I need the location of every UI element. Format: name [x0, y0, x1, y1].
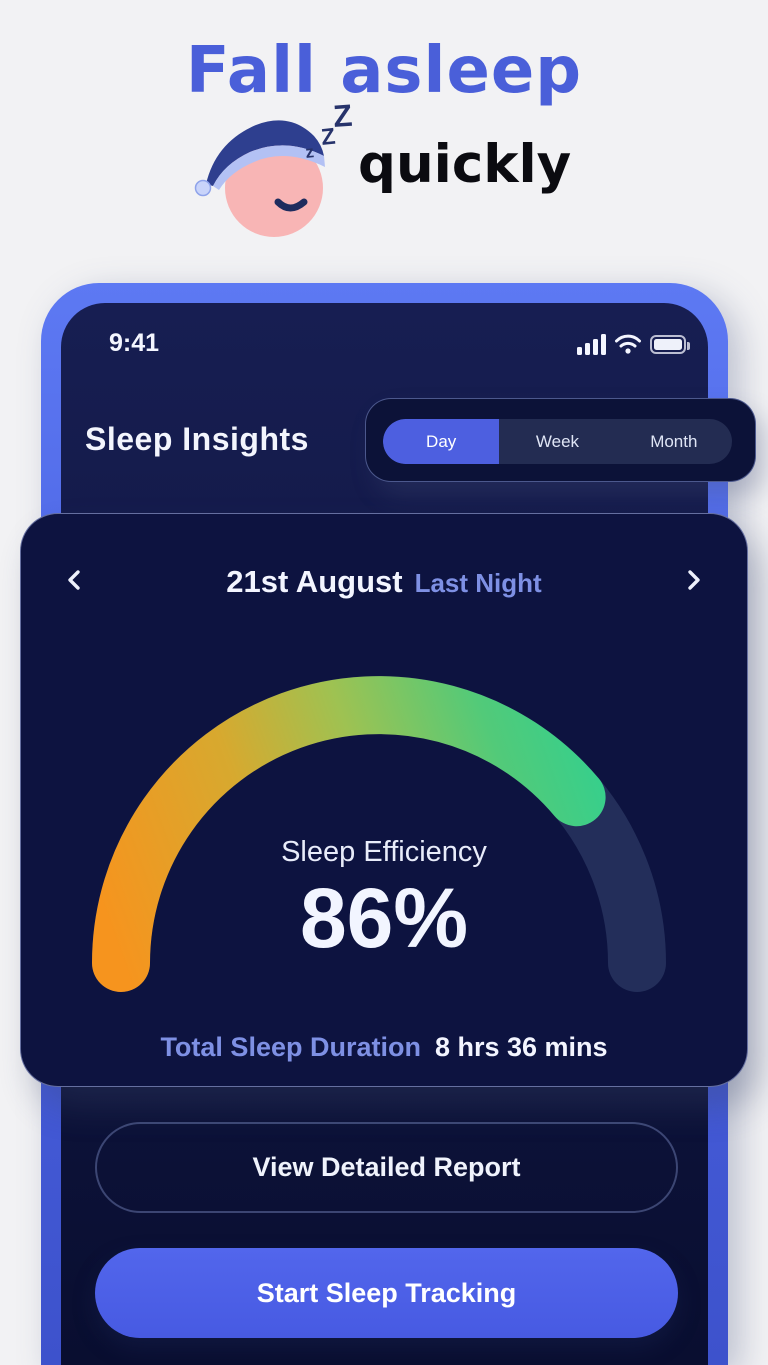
date-label: 21st August: [226, 564, 403, 599]
battery-nub: [686, 341, 690, 350]
date-row: 21st August Last Night: [21, 564, 747, 600]
zzz-small: z: [304, 142, 314, 162]
period-segmented-control: Day Week Month: [365, 398, 756, 482]
nightcap-pompom: [194, 179, 212, 197]
tab-day[interactable]: Day: [383, 419, 500, 464]
closed-eye-icon: [274, 198, 308, 212]
status-icons: [577, 333, 690, 355]
tab-month[interactable]: Month: [650, 431, 698, 451]
nightcap-band: [213, 145, 325, 190]
tab-week[interactable]: Week: [535, 431, 580, 451]
sleeping-face-illustration: z Z Z: [194, 102, 353, 237]
battery-icon: [650, 334, 690, 354]
gauge-label: Sleep Efficiency: [281, 836, 487, 868]
battery-fill: [654, 338, 682, 350]
hero-title: Fall asleep: [185, 34, 583, 108]
wifi-icon: [615, 334, 641, 354]
duration-label: Total Sleep Duration: [160, 1032, 421, 1062]
chevron-left-icon[interactable]: [61, 566, 89, 594]
gauge-value: 86%: [299, 871, 469, 965]
zzz-medium: Z: [320, 123, 337, 150]
gauge-fill-arc: [92, 676, 606, 992]
page-title: Sleep Insights: [85, 421, 309, 457]
duration-value: 8 hrs 36 mins: [434, 1032, 608, 1062]
sleep-efficiency-gauge: [92, 676, 666, 992]
segmented-bar: Day Week Month: [383, 419, 732, 464]
chevron-right-icon[interactable]: [679, 566, 707, 594]
status-time: 9:41: [109, 329, 160, 357]
sleep-insight-card: 21st August Last Night Sleep Efficiency …: [20, 513, 748, 1087]
start-sleep-tracking-button[interactable]: Start Sleep Tracking: [95, 1248, 678, 1338]
date-note: Last Night: [414, 568, 542, 598]
nightcap-icon: [206, 120, 324, 186]
view-detailed-report-button[interactable]: View Detailed Report: [95, 1122, 678, 1213]
duration-row: Total Sleep Duration 8 hrs 36 mins: [21, 1032, 747, 1063]
hero-subtitle: quickly: [358, 134, 572, 195]
cellular-signal-icon: [577, 333, 606, 355]
zzz-large: Z: [332, 102, 353, 134]
